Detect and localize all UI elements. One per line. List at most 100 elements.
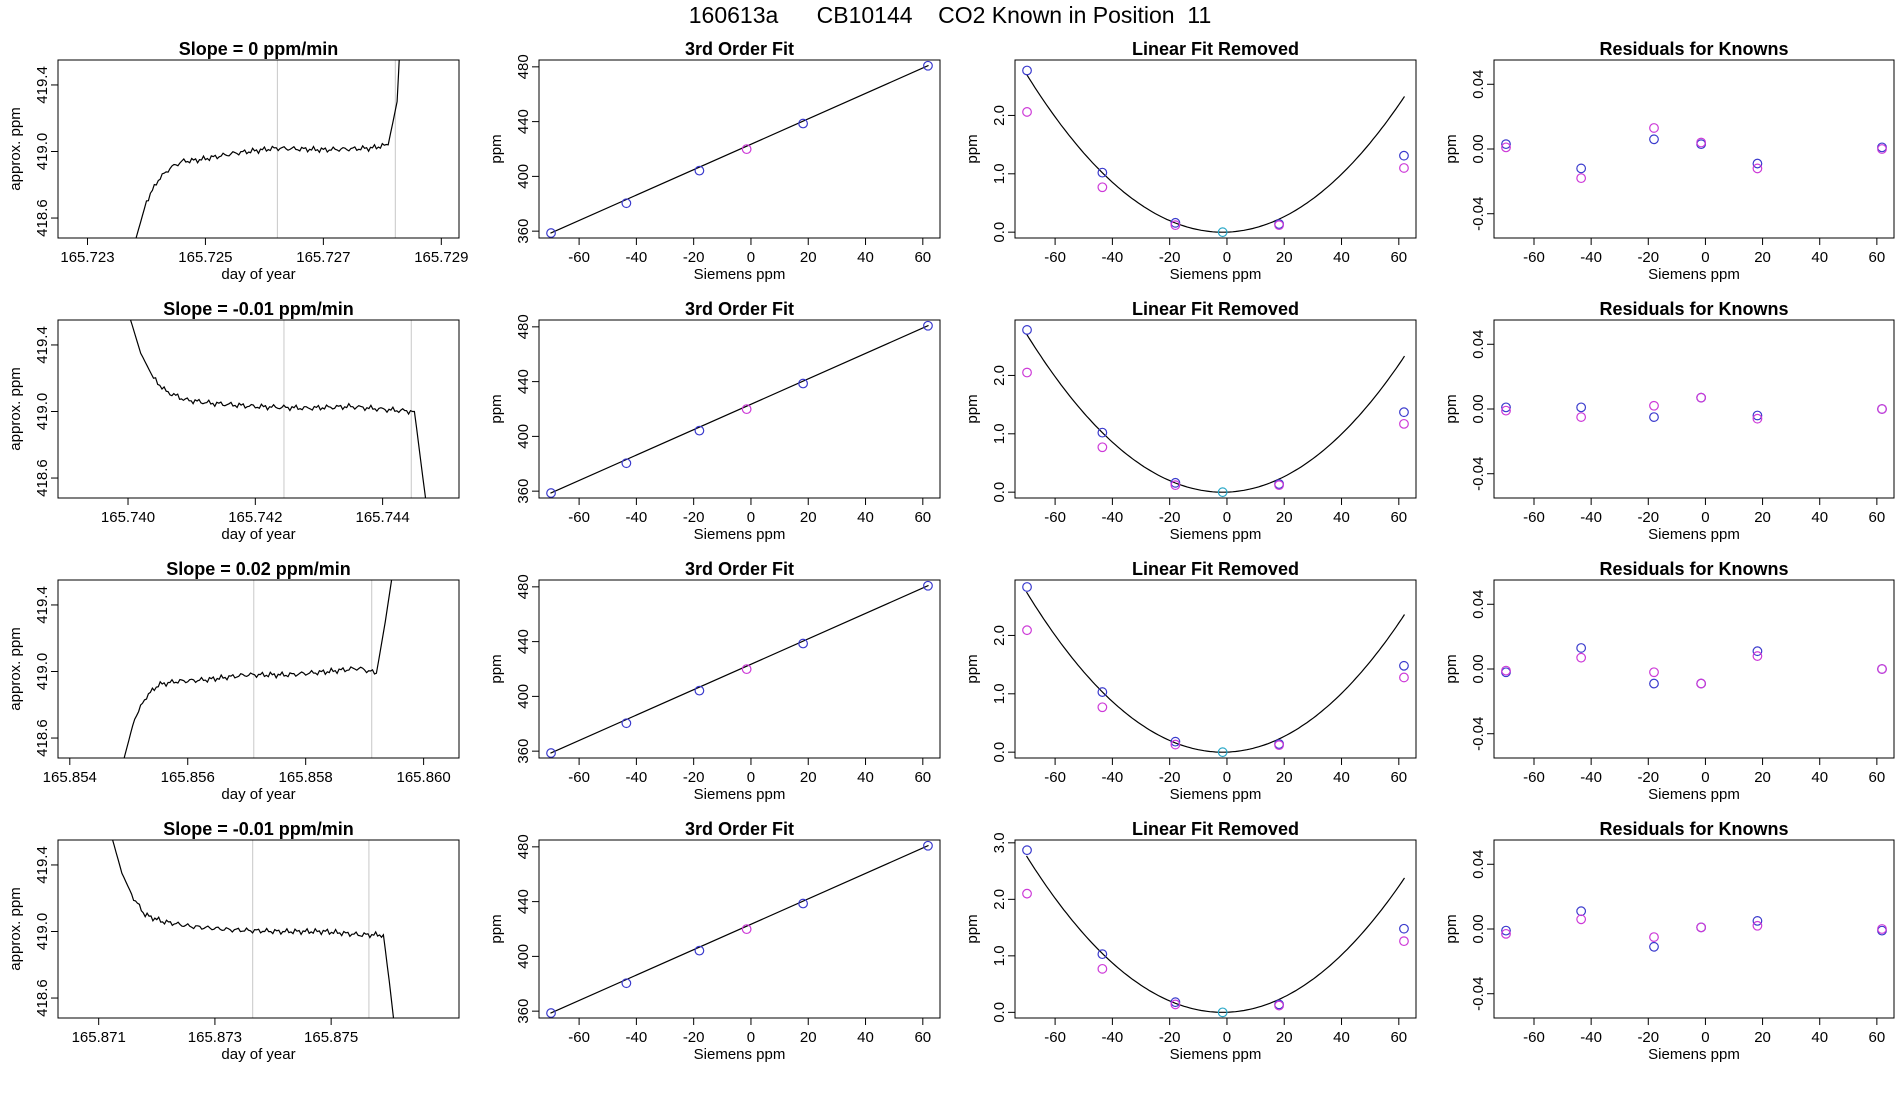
x-tick-label: -60: [1044, 769, 1066, 786]
data-point: [1696, 137, 1707, 148]
x-tick-label: -40: [1580, 769, 1602, 786]
y-tick-label: 0.00: [1470, 654, 1487, 683]
chart-title: Slope = -0.01 ppm/min: [163, 819, 354, 839]
x-tick-label: -20: [1159, 249, 1181, 266]
y-tick-label: 0.04: [1470, 850, 1487, 879]
x-tick-label: 0: [747, 249, 755, 266]
x-tick-label: -40: [1580, 249, 1602, 266]
y-tick-label: 0.04: [1470, 330, 1487, 359]
x-tick-label: 20: [1754, 769, 1771, 786]
x-tick-label: 0: [1223, 509, 1231, 526]
x-tick-label: 60: [914, 1029, 931, 1046]
chart-panel-r1-c3: Residuals for Knowns -60 -40 -20 0 20 40 60 Siem…: [1443, 299, 1895, 543]
x-tick-label: 40: [1811, 769, 1828, 786]
chart-title: Linear Fit Removed: [1132, 39, 1299, 59]
chart-title: Residuals for Knowns: [1599, 299, 1788, 319]
data-point: [1022, 845, 1032, 856]
y-tick-label: 400: [515, 944, 532, 969]
y-tick-label: 419.4: [34, 326, 51, 364]
data-point: [1217, 227, 1228, 238]
y-axis-label: ppm: [964, 654, 981, 683]
x-tick-label: 165.723: [60, 249, 114, 266]
y-tick-label: 0.00: [1470, 134, 1487, 163]
y-tick-label: 419.0: [34, 653, 51, 691]
x-axis-label: Siemens ppm: [1648, 1046, 1740, 1063]
chart-title: 3rd Order Fit: [685, 559, 794, 579]
fit-line: [550, 584, 929, 754]
y-tick-label: 418.6: [34, 719, 51, 757]
data-point: [1501, 928, 1511, 939]
x-tick-label: -20: [683, 1029, 705, 1046]
plot-area: [1022, 325, 1409, 498]
quadratic-fit-curve: [1025, 73, 1405, 233]
plot-frame: [1014, 59, 1417, 239]
plot-area: [1022, 582, 1409, 758]
x-tick-label: 165.856: [161, 769, 215, 786]
y-tick-label: 400: [515, 164, 532, 189]
x-tick-label: 165.742: [228, 509, 282, 526]
data-point: [1752, 651, 1763, 661]
x-tick-label: -40: [1102, 249, 1124, 266]
data-point: [1501, 925, 1511, 936]
y-tick-label: 0.04: [1470, 590, 1487, 619]
chart-title: Slope = 0.02 ppm/min: [166, 559, 351, 579]
x-tick-label: -60: [568, 1029, 590, 1046]
plot-frame: [57, 319, 460, 499]
x-tick-label: 0: [1701, 249, 1709, 266]
x-tick-label: 0: [1701, 1029, 1709, 1046]
x-tick-label: -40: [1580, 1029, 1602, 1046]
y-axis-label: ppm: [1443, 134, 1460, 163]
x-tick-label: -60: [1044, 509, 1066, 526]
x-tick-label: 165.873: [188, 1029, 242, 1046]
y-tick-label: 1.0: [991, 423, 1008, 444]
data-point: [1399, 660, 1409, 671]
data-point: [1576, 163, 1587, 174]
data-point: [1649, 134, 1659, 145]
y-tick-label: 0.0: [991, 482, 1008, 503]
chart-title: Linear Fit Removed: [1132, 819, 1299, 839]
data-point: [1696, 678, 1707, 689]
x-axis-label: day of year: [221, 266, 295, 283]
series-line: [135, 60, 400, 238]
x-tick-label: 60: [1869, 509, 1886, 526]
plot-frame: [57, 59, 460, 239]
y-tick-label: -0.04: [1470, 457, 1487, 491]
y-tick-label: 480: [515, 574, 532, 599]
x-tick-label: 60: [1390, 249, 1407, 266]
x-axis-label: Siemens ppm: [1648, 526, 1740, 543]
chart-panel-r2-c1: 3rd Order Fit -60 -40 -20 0 20 40 60 Siemens ppm…: [488, 559, 941, 803]
plot-frame: [57, 579, 460, 759]
chart-panel-r0-c3: Residuals for Knowns -60 -40 -20 0 20 40 60 Siem…: [1443, 39, 1895, 283]
y-tick-label: 1.0: [991, 945, 1008, 966]
chart-title: Slope = -0.01 ppm/min: [163, 299, 354, 319]
plot-frame: [538, 839, 941, 1019]
y-tick-label: -0.04: [1470, 197, 1487, 231]
plot-frame: [1014, 839, 1417, 1019]
x-tick-label: 60: [914, 769, 931, 786]
data-point: [1752, 410, 1763, 421]
data-point: [1501, 402, 1511, 413]
data-point: [1274, 1000, 1284, 1011]
x-tick-label: 40: [1811, 1029, 1828, 1046]
x-axis-label: Siemens ppm: [1170, 526, 1262, 543]
x-tick-label: 0: [1701, 769, 1709, 786]
x-tick-label: 0: [1223, 249, 1231, 266]
data-point: [621, 978, 632, 989]
plot-frame: [1493, 579, 1895, 759]
plot-area: [1501, 643, 1887, 689]
chart-title: 3rd Order Fit: [685, 299, 794, 319]
y-axis-label: ppm: [488, 654, 505, 683]
data-point: [741, 664, 752, 675]
data-point: [923, 580, 933, 591]
x-tick-label: 20: [800, 509, 817, 526]
x-tick-label: 165.875: [304, 1029, 358, 1046]
plot-frame: [538, 59, 941, 239]
data-point: [1097, 182, 1108, 193]
data-point: [1877, 404, 1887, 414]
x-tick-label: 20: [800, 249, 817, 266]
plot-frame: [1493, 319, 1895, 499]
y-axis-label: ppm: [964, 134, 981, 163]
x-tick-label: 20: [1754, 1029, 1771, 1046]
data-point: [1170, 739, 1181, 750]
y-tick-label: 480: [515, 54, 532, 79]
